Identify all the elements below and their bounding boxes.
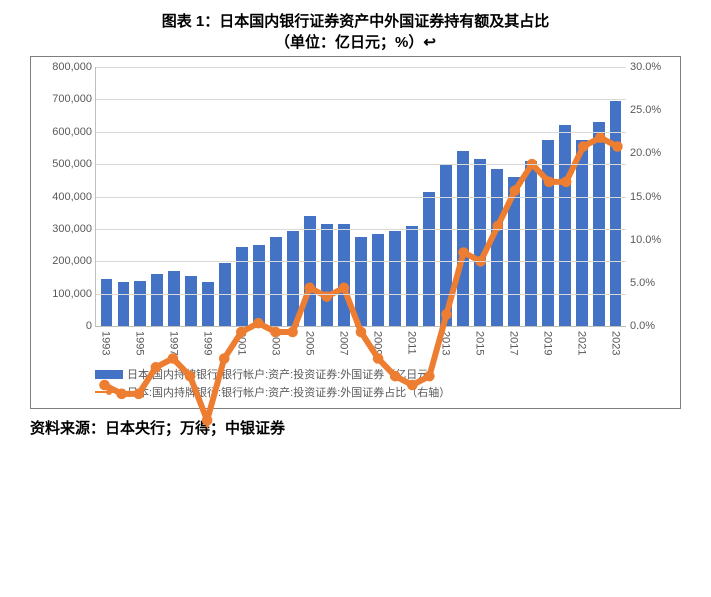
bar: [168, 271, 180, 326]
x-tick: 2003: [267, 327, 284, 358]
y-left-tick: 400,000: [38, 191, 92, 203]
x-tick: 2011: [403, 327, 420, 358]
y-left-tick: 300,000: [38, 223, 92, 235]
chart-container: 0 100,000 200,000 300,000 400,000 500,000 600,…: [30, 56, 681, 409]
bar: [525, 161, 537, 326]
grid-line: [96, 294, 626, 295]
x-tick: [352, 327, 369, 358]
bar: [134, 281, 146, 326]
legend-bar-row: 日本:国内持牌银行:银行帐户:资产:投资证券:外国证券（亿日元）: [95, 366, 616, 382]
bar: [389, 231, 401, 327]
x-tick: 2009: [369, 327, 386, 358]
y-left-tick: 700,000: [38, 93, 92, 105]
bar: [542, 140, 554, 326]
y-left-tick: 100,000: [38, 288, 92, 300]
y-right-tick: 10.0%: [630, 234, 674, 246]
y-left-tick: 600,000: [38, 126, 92, 138]
legend-bar-swatch: [95, 370, 123, 379]
bar: [423, 192, 435, 326]
grid-line: [96, 164, 626, 165]
bar: [253, 245, 265, 326]
bar: [287, 231, 299, 327]
plot-area: 0100,000200,000300,000400,000500,000600,…: [95, 67, 626, 327]
y-right-tick: 15.0%: [630, 191, 674, 203]
y-left-tick: 200,000: [38, 255, 92, 267]
grid-line: [96, 132, 626, 133]
bar: [406, 226, 418, 326]
x-tick: 1997: [165, 327, 182, 358]
x-tick: 1999: [199, 327, 216, 358]
bar: [576, 140, 588, 326]
legend-bar-label: 日本:国内持牌银行:银行帐户:资产:投资证券:外国证券（亿日元）: [127, 366, 439, 382]
bar: [236, 247, 248, 326]
bar: [338, 224, 350, 326]
x-tick: 2023: [607, 327, 624, 358]
bar: [372, 234, 384, 326]
bar: [304, 216, 316, 326]
chart-title-line2: （单位：亿日元；%）↩: [10, 31, 701, 52]
x-tick: [522, 327, 539, 358]
y-left-tick: 500,000: [38, 158, 92, 170]
x-tick: [556, 327, 573, 358]
x-tick: [454, 327, 471, 358]
bar: [270, 237, 282, 326]
legend: 日本:国内持牌银行:银行帐户:资产:投资证券:外国证券（亿日元） 日本:国内持牌…: [95, 366, 616, 400]
x-tick: 1995: [131, 327, 148, 358]
x-tick: 2019: [539, 327, 556, 358]
x-axis: 1993 1995 1997 1999 2001 2003 2005 2007 2009 2011…: [95, 327, 626, 358]
x-tick: 2001: [233, 327, 250, 358]
x-tick: [114, 327, 131, 358]
x-tick: [148, 327, 165, 358]
grid-line: [96, 261, 626, 262]
x-tick: [284, 327, 301, 358]
x-tick: 2005: [301, 327, 318, 358]
bar: [457, 151, 469, 326]
chart-title-line1: 图表 1：日本国内银行证券资产中外国证券持有额及其占比: [10, 10, 701, 31]
x-tick: [386, 327, 403, 358]
x-tick: [182, 327, 199, 358]
x-tick: 1993: [97, 327, 114, 358]
bar: [508, 177, 520, 326]
grid-line: [96, 99, 626, 100]
grid-line: [96, 229, 626, 230]
bar: [202, 282, 214, 326]
x-tick: [318, 327, 335, 358]
grid-line: [96, 197, 626, 198]
x-tick: [488, 327, 505, 358]
bar: [474, 159, 486, 326]
x-tick: 2017: [505, 327, 522, 358]
legend-line-label: 日本:国内持牌银行:银行帐户:资产:投资证券:外国证券占比（右轴）: [127, 384, 450, 400]
y-right-tick: 20.0%: [630, 147, 674, 159]
x-tick: 2015: [471, 327, 488, 358]
legend-line-row: 日本:国内持牌银行:银行帐户:资产:投资证券:外国证券占比（右轴）: [95, 384, 616, 400]
bar: [440, 164, 452, 326]
legend-line-swatch: [95, 386, 123, 398]
bar: [593, 122, 605, 326]
bar: [101, 279, 113, 326]
bar: [151, 274, 163, 326]
bar: [610, 101, 622, 326]
bar: [321, 224, 333, 326]
bar: [491, 169, 503, 326]
x-tick: [216, 327, 233, 358]
y-left-tick: 800,000: [38, 61, 92, 73]
x-tick: 2021: [573, 327, 590, 358]
source-label: 资料来源：日本央行；万得；中银证券: [30, 417, 701, 438]
x-tick: [590, 327, 607, 358]
y-right-tick: 5.0%: [630, 277, 674, 289]
y-right-tick: 0.0%: [630, 320, 674, 332]
y-right-tick: 25.0%: [630, 104, 674, 116]
bar: [185, 276, 197, 326]
bar: [559, 125, 571, 326]
x-tick: [250, 327, 267, 358]
y-right-tick: 30.0%: [630, 61, 674, 73]
bar: [355, 237, 367, 326]
x-tick: 2007: [335, 327, 352, 358]
x-tick: [420, 327, 437, 358]
bar: [118, 282, 130, 326]
x-tick: 2013: [437, 327, 454, 358]
grid-line: [96, 67, 626, 68]
y-left-tick: 0: [38, 320, 92, 332]
